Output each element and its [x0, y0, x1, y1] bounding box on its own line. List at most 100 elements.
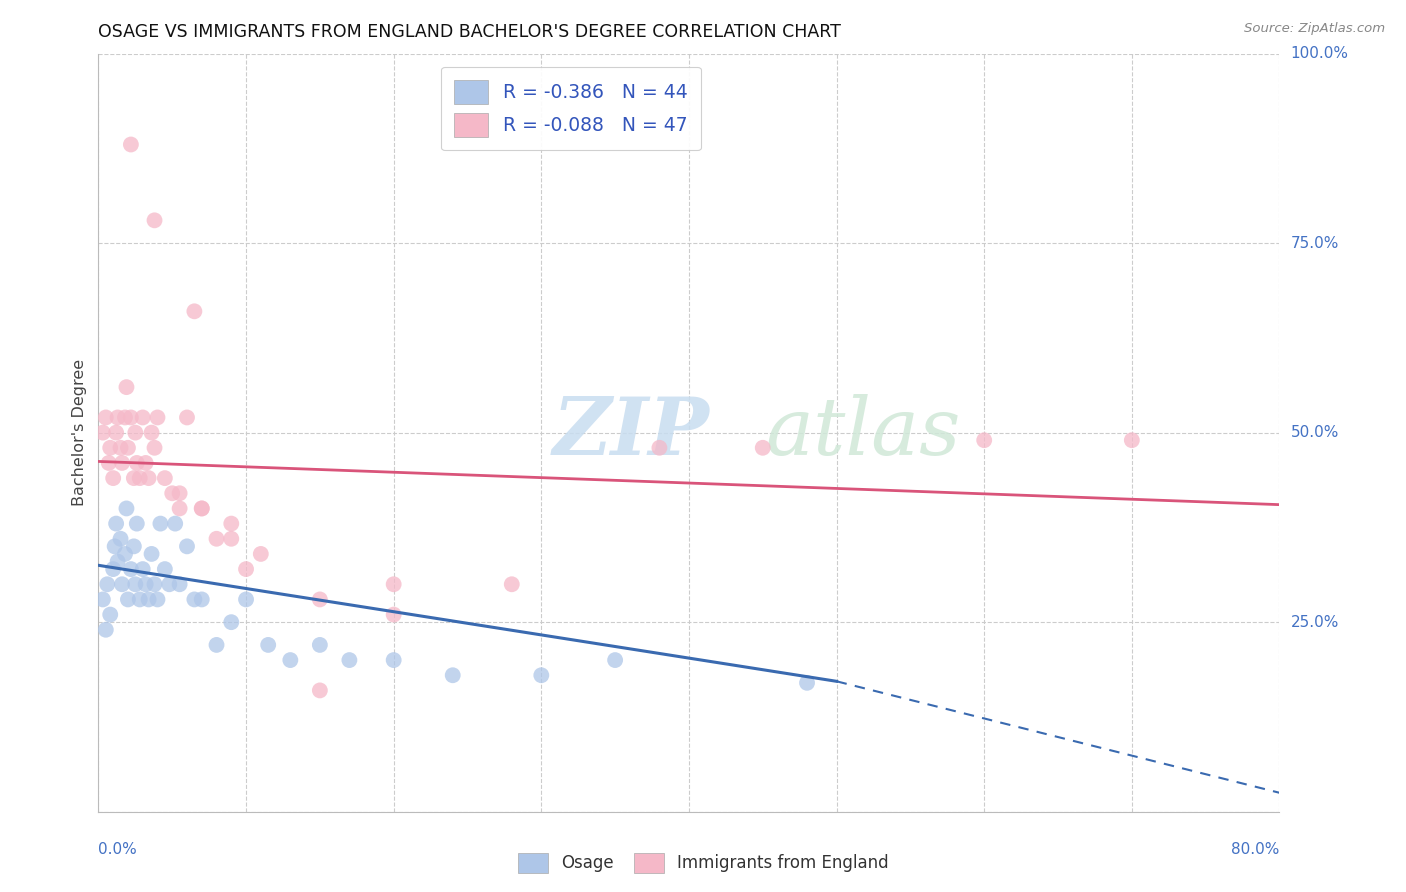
Point [132, 410, 155, 425]
Text: 0.0%: 0.0% [98, 842, 138, 857]
Point [111, 577, 134, 591]
Point [221, 516, 243, 531]
Point [146, 410, 169, 425]
Point [105, 425, 128, 440]
Text: 50.0%: 50.0% [1291, 425, 1339, 440]
Point [111, 456, 134, 470]
Point [117, 592, 139, 607]
Text: 75.0%: 75.0% [1291, 235, 1339, 251]
Point [107, 554, 129, 569]
Point [110, 441, 132, 455]
Text: ZIP: ZIP [553, 394, 710, 471]
Point [441, 668, 464, 682]
Point [143, 441, 166, 455]
Text: Source: ZipAtlas.com: Source: ZipAtlas.com [1244, 22, 1385, 36]
Point [501, 577, 523, 591]
Text: 25.0%: 25.0% [1291, 615, 1339, 630]
Point [104, 539, 127, 553]
Point [309, 683, 332, 698]
Point [120, 137, 142, 152]
Legend: Osage, Immigrants from England: Osage, Immigrants from England [510, 847, 896, 880]
Point [124, 577, 146, 591]
Point [94, 410, 117, 425]
Point [91, 425, 114, 440]
Point [98, 441, 121, 455]
Point [169, 577, 191, 591]
Point [135, 456, 157, 470]
Point [382, 577, 405, 591]
Point [124, 425, 146, 440]
Point [115, 501, 138, 516]
Point [257, 638, 280, 652]
Point [605, 653, 627, 667]
Point [796, 676, 818, 690]
Point [648, 441, 671, 455]
Point [117, 441, 139, 455]
Point [169, 486, 191, 500]
Point [120, 562, 142, 576]
Point [221, 532, 243, 546]
Point [138, 592, 160, 607]
Legend: R = -0.386   N = 44, R = -0.088   N = 47: R = -0.386 N = 44, R = -0.088 N = 47 [441, 67, 700, 151]
Point [135, 577, 157, 591]
Point [96, 577, 118, 591]
Point [115, 380, 138, 394]
Text: 80.0%: 80.0% [1232, 842, 1279, 857]
Point [138, 471, 160, 485]
Point [183, 592, 205, 607]
Point [110, 532, 132, 546]
Point [162, 486, 183, 500]
Point [1121, 434, 1143, 448]
Point [153, 562, 176, 576]
Point [205, 532, 228, 546]
Point [221, 615, 243, 630]
Point [120, 410, 142, 425]
Point [191, 501, 214, 516]
Point [105, 516, 128, 531]
Point [122, 539, 145, 553]
Point [125, 456, 148, 470]
Point [176, 539, 198, 553]
Point [107, 410, 129, 425]
Point [382, 607, 405, 622]
Point [752, 441, 775, 455]
Point [235, 592, 257, 607]
Point [157, 577, 180, 591]
Point [103, 562, 125, 576]
Point [91, 592, 114, 607]
Point [530, 668, 553, 682]
Point [143, 213, 166, 227]
Point [141, 425, 163, 440]
Point [191, 501, 214, 516]
Point [97, 456, 120, 470]
Point [114, 410, 136, 425]
Point [153, 471, 176, 485]
Point [114, 547, 136, 561]
Point [149, 516, 172, 531]
Point [141, 547, 163, 561]
Point [191, 592, 214, 607]
Point [973, 434, 995, 448]
Point [128, 592, 150, 607]
Text: atlas: atlas [766, 394, 962, 471]
Point [205, 638, 228, 652]
Point [94, 623, 117, 637]
Point [125, 516, 148, 531]
Point [143, 577, 166, 591]
Point [235, 562, 257, 576]
Point [132, 562, 155, 576]
Y-axis label: Bachelor's Degree: Bachelor's Degree [72, 359, 87, 506]
Point [146, 592, 169, 607]
Text: 100.0%: 100.0% [1291, 46, 1348, 61]
Point [122, 471, 145, 485]
Point [309, 638, 332, 652]
Point [280, 653, 302, 667]
Text: OSAGE VS IMMIGRANTS FROM ENGLAND BACHELOR'S DEGREE CORRELATION CHART: OSAGE VS IMMIGRANTS FROM ENGLAND BACHELO… [98, 23, 841, 41]
Point [128, 471, 150, 485]
Point [309, 592, 332, 607]
Point [250, 547, 273, 561]
Point [103, 471, 125, 485]
Point [176, 410, 198, 425]
Point [339, 653, 361, 667]
Point [165, 516, 187, 531]
